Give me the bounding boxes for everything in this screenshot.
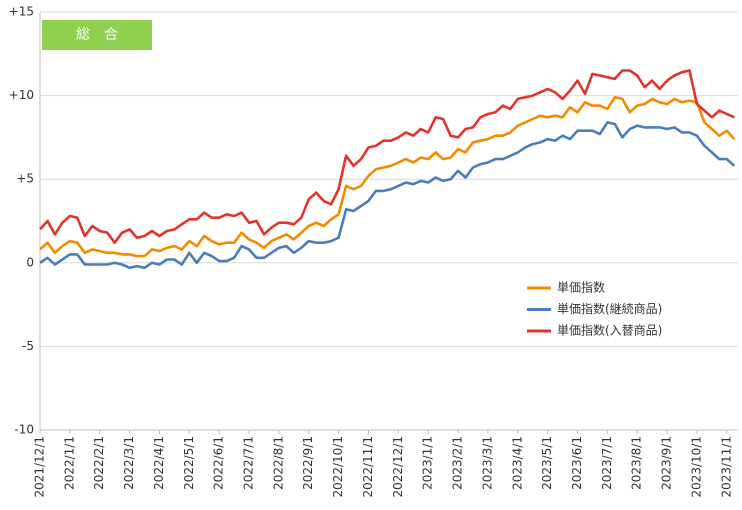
x-tick-label: 2023/11/1	[719, 436, 733, 498]
x-tick-label: 2023/6/1	[570, 436, 584, 490]
y-tick-label: +15	[9, 5, 34, 19]
x-tick-label: 2022/4/1	[152, 436, 166, 490]
x-tick-label: 2022/9/1	[301, 436, 315, 490]
x-tick-label: 2022/6/1	[212, 436, 226, 490]
x-tick-label: 2023/10/1	[689, 436, 703, 498]
y-tick-label: -5	[22, 339, 34, 353]
x-tick-label: 2023/5/1	[540, 436, 554, 490]
x-tick-label: 2023/7/1	[600, 436, 614, 490]
x-tick-label: 2022/1/1	[62, 436, 76, 490]
line-series	[39, 69, 735, 244]
x-tick-label: 2023/8/1	[630, 436, 644, 490]
x-tick-label: 2022/5/1	[182, 436, 196, 490]
x-tick-label: 2023/1/1	[421, 436, 435, 490]
x-tick-label: 2022/12/1	[391, 436, 405, 498]
x-tick-label: 2022/3/1	[122, 436, 136, 490]
y-tick-label: 0	[26, 255, 34, 269]
x-tick-label: 2023/3/1	[480, 436, 494, 490]
x-tick-label: 2022/8/1	[271, 436, 285, 490]
y-tick-label: +10	[9, 88, 34, 102]
x-tick-label: 2023/4/1	[510, 436, 524, 490]
legend-label: 単価指数(継続商品)	[557, 301, 662, 316]
x-tick-label: 2022/2/1	[92, 436, 106, 490]
legend-label: 単価指数	[557, 280, 605, 295]
x-tick-label: 2022/11/1	[361, 436, 375, 498]
x-tick-label: 2022/7/1	[242, 436, 256, 490]
x-tick-label: 2023/9/1	[660, 436, 674, 490]
y-tick-label: -10	[14, 423, 34, 437]
x-tick-label: 2021/12/1	[33, 436, 47, 498]
title-box	[42, 20, 152, 50]
legend-label: 単価指数(入替商品)	[557, 323, 662, 338]
chart-title: 総 合	[76, 27, 118, 43]
x-tick-label: 2023/2/1	[451, 436, 465, 490]
x-tick-label: 2022/10/1	[331, 436, 345, 498]
y-tick-label: +5	[16, 172, 34, 186]
line-series	[39, 121, 736, 270]
line-series	[39, 96, 736, 258]
